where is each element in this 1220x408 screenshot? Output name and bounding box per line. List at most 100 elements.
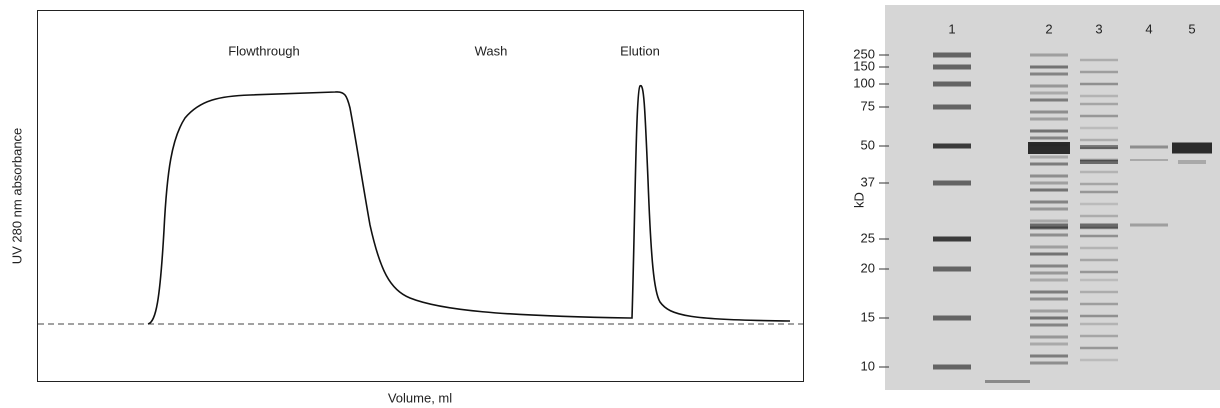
- band: [933, 181, 971, 186]
- band: [1080, 279, 1118, 282]
- figure: Flowthrough Wash Elution UV 280 nm absor…: [0, 0, 1220, 408]
- band: [1080, 95, 1118, 98]
- band: [1030, 175, 1068, 178]
- band: [933, 105, 971, 110]
- band: [1030, 336, 1068, 339]
- band: [1080, 335, 1118, 338]
- marker-label: 75: [861, 98, 875, 113]
- band: [1030, 362, 1068, 365]
- band: [1080, 191, 1118, 194]
- band: [1030, 343, 1068, 346]
- lane-label: 2: [1045, 21, 1052, 36]
- band: [933, 365, 971, 370]
- band: [1030, 208, 1068, 211]
- band: [1030, 66, 1068, 69]
- band: [1080, 127, 1118, 130]
- band: [1080, 145, 1118, 149]
- band: [1030, 246, 1068, 249]
- band: [1080, 203, 1118, 206]
- band: [1028, 142, 1070, 154]
- band: [1030, 310, 1068, 313]
- band: [1080, 271, 1118, 274]
- marker-label: 15: [861, 309, 875, 324]
- band: [1030, 189, 1068, 192]
- unit-label: kD: [851, 192, 866, 208]
- page: Flowthrough Wash Elution UV 280 nm absor…: [0, 0, 1220, 408]
- phase-label: Flowthrough: [228, 43, 300, 58]
- marker-label: 10: [861, 358, 875, 373]
- lane-label: 3: [1095, 21, 1102, 36]
- band: [1030, 317, 1068, 320]
- band: [933, 237, 971, 242]
- band: [933, 267, 971, 272]
- band: [1130, 224, 1168, 227]
- band: [1030, 272, 1068, 275]
- marker-label: 100: [853, 75, 875, 90]
- marker-label: 20: [861, 260, 875, 275]
- dye-front: [985, 380, 1030, 383]
- band: [1030, 156, 1068, 159]
- band: [1080, 103, 1118, 106]
- band: [1030, 220, 1068, 223]
- band: [1030, 118, 1068, 121]
- band: [1030, 85, 1068, 88]
- band: [1080, 160, 1118, 164]
- band: [1030, 99, 1068, 102]
- plot-frame: [38, 11, 804, 382]
- band: [1030, 92, 1068, 95]
- phase-label: Wash: [475, 43, 508, 58]
- band: [1030, 234, 1068, 237]
- band: [1080, 115, 1118, 118]
- band: [1080, 59, 1118, 62]
- band: [1080, 347, 1118, 350]
- band: [1030, 279, 1068, 282]
- band: [1030, 137, 1068, 140]
- band: [1030, 291, 1068, 294]
- band: [1080, 83, 1118, 86]
- lane-label: 1: [948, 21, 955, 36]
- x-axis-label: Volume, ml: [388, 390, 452, 405]
- band: [1080, 224, 1118, 229]
- band: [933, 316, 971, 321]
- marker-label: 150: [853, 58, 875, 73]
- marker-label: 37: [861, 174, 875, 189]
- band: [1030, 163, 1068, 166]
- lane-label: 5: [1188, 21, 1195, 36]
- phase-label: Elution: [620, 43, 660, 58]
- marker-label: 50: [861, 137, 875, 152]
- band: [1080, 247, 1118, 250]
- band: [1080, 215, 1118, 218]
- band: [1030, 253, 1068, 256]
- band: [933, 144, 971, 149]
- band: [1080, 303, 1118, 306]
- band: [1080, 235, 1118, 238]
- band: [1080, 315, 1118, 318]
- band: [1080, 171, 1118, 174]
- band: [1178, 160, 1206, 164]
- band: [1172, 143, 1212, 154]
- band: [933, 53, 971, 58]
- band: [933, 82, 971, 87]
- band: [1080, 323, 1118, 326]
- band: [1030, 130, 1068, 133]
- lane-label: 4: [1145, 21, 1152, 36]
- band: [1030, 201, 1068, 204]
- band: [1030, 54, 1068, 57]
- band: [1030, 355, 1068, 358]
- band: [1080, 359, 1118, 362]
- band: [1030, 265, 1068, 268]
- band: [1030, 182, 1068, 185]
- band: [1030, 324, 1068, 327]
- y-axis-label: UV 280 nm absorbance: [9, 128, 24, 265]
- band: [1080, 139, 1118, 142]
- band: [1030, 111, 1068, 114]
- band: [1130, 159, 1168, 161]
- band: [933, 65, 971, 70]
- gel-background: [885, 5, 1220, 390]
- band: [1080, 183, 1118, 186]
- band: [1030, 298, 1068, 301]
- band: [1130, 146, 1168, 149]
- band: [1030, 73, 1068, 76]
- marker-label: 25: [861, 230, 875, 245]
- uv-trace: [148, 86, 790, 324]
